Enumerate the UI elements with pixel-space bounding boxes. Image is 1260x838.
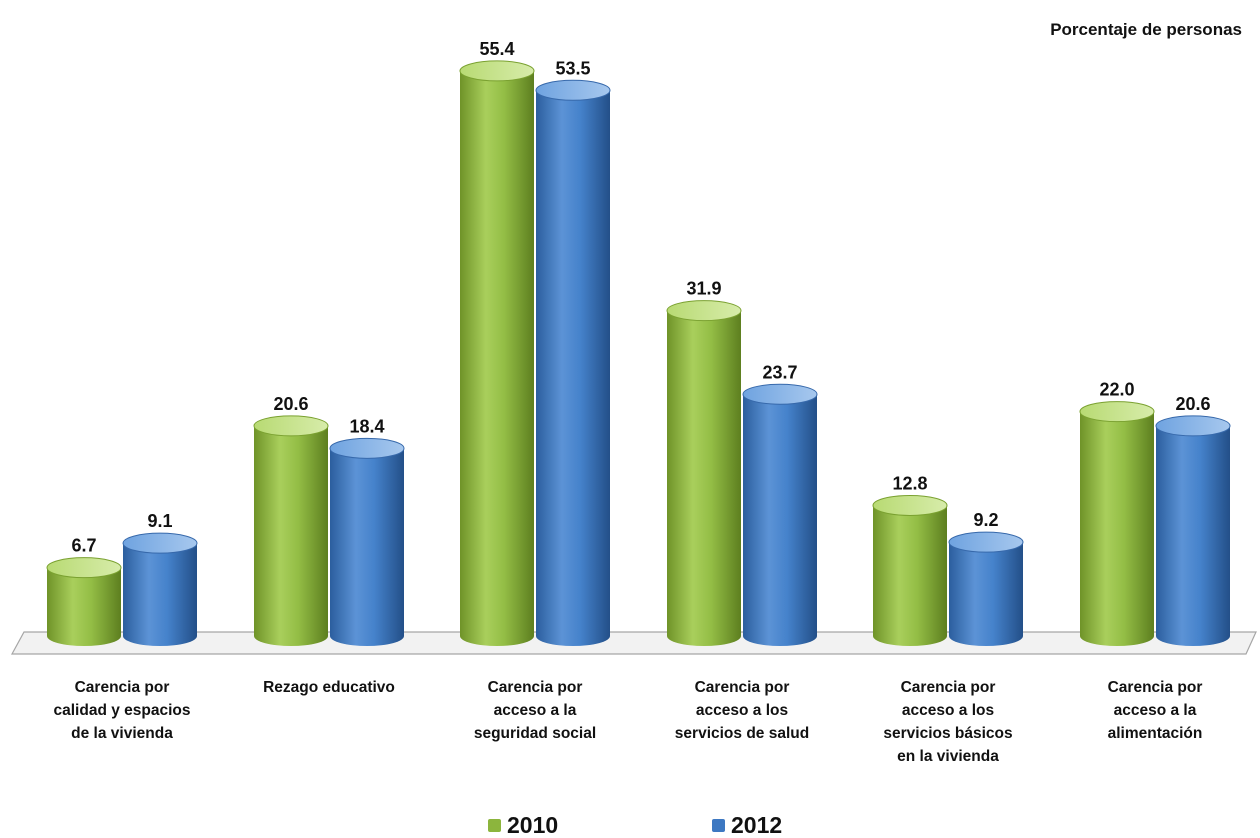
legend-item-2010: 2010 (488, 812, 558, 838)
bars-group (46, 60, 1231, 647)
bar-cap-2012-1 (329, 437, 405, 459)
value-label-2012-1: 18.4 (349, 416, 384, 436)
chart-floor (10, 631, 1257, 655)
category-label-3: Carencia por acceso a los servicios de s… (674, 679, 810, 742)
bar-cap-2010-0 (46, 557, 122, 579)
bar-cap-2012-2 (535, 79, 611, 101)
bar-body-2012-1 (330, 448, 404, 646)
category-label-4: Carencia por acceso a los servicios bási… (883, 679, 1013, 765)
value-label-2012-3: 23.7 (762, 362, 797, 382)
category-label-0: Carencia por calidad y espacios de la vi… (53, 679, 191, 742)
bar-2012-3 (742, 383, 818, 646)
bar-cap-2012-0 (122, 532, 198, 554)
value-label-2010-0: 6.7 (71, 536, 96, 556)
bar-body-2012-5 (1156, 425, 1230, 646)
bar-2012-1 (329, 437, 405, 646)
bar-2010-3 (666, 300, 742, 646)
bar-cap-2012-4 (948, 531, 1024, 553)
bar-body-2010-2 (460, 70, 534, 647)
value-labels-group: 6.7 9.1 20.6 18.4 55.4 53.5 31.9 23.7 12.8 9.2 22.… (71, 39, 1210, 556)
value-label-2012-2: 53.5 (555, 58, 590, 78)
bar-cap-2010-1 (253, 415, 329, 437)
legend-item-2012: 2012 (712, 812, 782, 838)
value-label-2010-1: 20.6 (273, 394, 308, 414)
bar-2010-2 (459, 60, 535, 647)
floor-plane (10, 631, 1257, 655)
bar-2010-1 (253, 415, 329, 646)
bar-2010-5 (1079, 401, 1155, 646)
bar-2010-4 (872, 494, 948, 646)
bar-cap-2010-4 (872, 494, 948, 516)
value-label-2012-0: 9.1 (147, 511, 172, 531)
value-label-2010-2: 55.4 (479, 39, 514, 59)
legend-label-2012: 2012 (731, 812, 783, 838)
bar-2012-4 (948, 531, 1024, 646)
category-label-5: Carencia por acceso a la alimentación (1107, 679, 1203, 742)
legend-swatch-2010 (488, 818, 501, 832)
bar-cap-2010-3 (666, 300, 742, 322)
value-label-2012-4: 9.2 (973, 510, 998, 530)
bar-body-2010-5 (1080, 411, 1154, 646)
bar-cap-2010-5 (1079, 401, 1155, 423)
category-label-2: Carencia por acceso a la seguridad socia… (473, 679, 597, 742)
legend-label-2010: 2010 (507, 812, 559, 838)
legend-swatch-2012 (712, 818, 725, 832)
bar-body-2012-2 (536, 90, 610, 647)
bar-body-2010-1 (254, 425, 328, 646)
bar-body-2010-0 (47, 567, 121, 646)
value-label-2010-5: 22.0 (1099, 380, 1134, 400)
value-label-2012-5: 20.6 (1175, 394, 1210, 414)
value-label-2010-3: 31.9 (686, 279, 721, 299)
unit-label: Porcentaje de personas (1050, 20, 1242, 39)
bar-body-2010-3 (667, 310, 741, 646)
bar-body-2010-4 (873, 505, 947, 646)
bar-2012-0 (122, 532, 198, 646)
bar-2012-2 (535, 79, 611, 647)
bar-body-2012-4 (949, 542, 1023, 646)
value-label-2010-4: 12.8 (892, 473, 927, 493)
category-label-1: Rezago educativo (263, 679, 395, 696)
bar-2010-0 (46, 557, 122, 646)
bar-cap-2010-2 (459, 60, 535, 82)
bar-2012-5 (1155, 415, 1231, 646)
bar-body-2012-0 (123, 543, 197, 646)
bar-body-2012-3 (743, 394, 817, 646)
bar-cap-2012-3 (742, 383, 818, 405)
bar-cap-2012-5 (1155, 415, 1231, 437)
